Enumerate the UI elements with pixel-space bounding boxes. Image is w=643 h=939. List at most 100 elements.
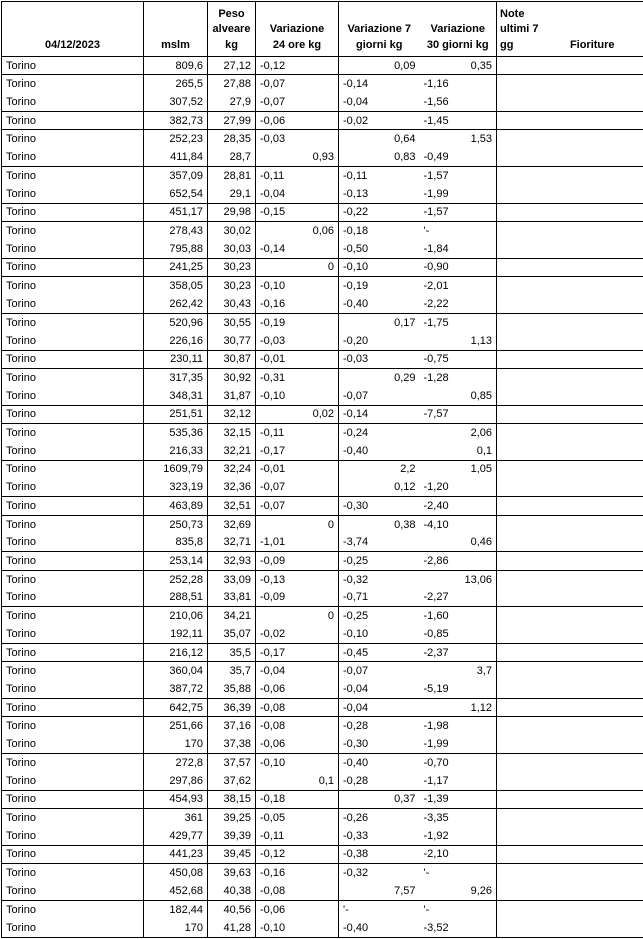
column-header-variazione-7-giorni[interactable]: Variazione 7 giorni kg [338, 1, 420, 57]
cell-variazione-24-ore[interactable]: 0,1 [255, 771, 339, 791]
cell-peso-alveare[interactable]: 32,24 [207, 460, 256, 479]
cell-variazione-7-giorni[interactable]: -0,26 [343, 812, 369, 825]
cell-variazione-24-ore[interactable]: -0,01 [255, 350, 339, 369]
cell-variazione-30-giorni[interactable]: -1,92 [419, 826, 497, 846]
cell-variazione-30-giorni[interactable]: -1,20 [419, 478, 497, 498]
cell-location[interactable]: Torino [1, 460, 144, 479]
cell-variazione-24-ore[interactable]: -0,10 [255, 753, 339, 772]
cell-fioriture[interactable] [541, 93, 643, 113]
cell-variazione-30-giorni[interactable]: -1,45 [419, 111, 497, 131]
cell-location[interactable]: Torino [1, 808, 144, 827]
cell-peso-alveare[interactable]: 32,69 [207, 515, 256, 534]
cell-variazione-30-giorni[interactable]: -1,98 [419, 716, 497, 736]
cell-variazione-24-ore[interactable]: -0,09 [255, 588, 339, 608]
cell-location[interactable]: Torino [1, 294, 144, 314]
cell-mslm[interactable]: 252,23 [143, 129, 208, 149]
cell-mslm[interactable]: 265,5 [143, 74, 208, 94]
cell-variazione-30-giorni[interactable]: -1,56 [419, 93, 497, 113]
cell-mslm[interactable]: 361 [143, 808, 208, 827]
cell-variazione-24-ore[interactable]: -0,11 [255, 826, 339, 846]
cell-variazione-30-giorni[interactable]: -1,17 [419, 771, 497, 791]
cell-variazione-30-giorni[interactable]: -1,16 [419, 74, 497, 94]
cell-variazione-30-giorni[interactable]: -1,57 [419, 203, 497, 223]
cell-peso-alveare[interactable]: 32,93 [207, 551, 256, 571]
cell-mslm[interactable]: 262,42 [143, 294, 208, 314]
cell-location[interactable]: Torino [1, 184, 144, 204]
cell-mslm[interactable]: 387,72 [143, 680, 208, 700]
cell-variazione-24-ore[interactable]: -0,07 [255, 478, 339, 498]
cell-variazione-24-ore[interactable]: -0,31 [255, 368, 339, 387]
cell-variazione-30-giorni[interactable]: -0,90 [419, 258, 497, 278]
cell-mslm[interactable]: 226,16 [143, 331, 208, 351]
cell-fioriture[interactable] [541, 790, 643, 810]
cell-variazione-24-ore[interactable]: -0,16 [255, 863, 339, 882]
cell-variazione-7-giorni[interactable]: -0,04 [338, 93, 420, 113]
cell-mslm[interactable]: 253,14 [143, 551, 208, 571]
cell-variazione-24-ore[interactable]: -0,12 [255, 845, 339, 865]
cell-peso-alveare[interactable]: 30,55 [207, 313, 256, 332]
cell-note[interactable] [497, 809, 542, 827]
cell-note[interactable] [497, 130, 542, 148]
cell-mslm[interactable]: 182,44 [143, 900, 208, 919]
cell-mslm[interactable]: 642,75 [143, 698, 208, 718]
cell-peso-alveare[interactable]: 30,23 [207, 276, 256, 295]
cell-note[interactable] [497, 368, 542, 386]
cell-variazione-30-giorni[interactable]: -7,57 [419, 405, 497, 424]
cell-note[interactable] [496, 533, 542, 553]
cell-peso-alveare[interactable]: 37,57 [207, 753, 256, 772]
cell-fioriture[interactable] [542, 75, 643, 93]
cell-variazione-30-giorni[interactable]: 1,05 [419, 460, 497, 479]
cell-mslm[interactable]: 251,51 [143, 405, 208, 424]
cell-note[interactable] [497, 277, 542, 295]
cell-mslm[interactable]: 450,08 [143, 863, 208, 882]
cell-variazione-30-giorni[interactable]: 0,1 [419, 441, 497, 461]
cell-fioriture[interactable] [541, 239, 643, 259]
cell-note[interactable] [497, 607, 542, 625]
cell-variazione-7-giorni[interactable]: -0,24 [343, 426, 369, 439]
cell-fioriture[interactable] [542, 515, 643, 533]
cell-variazione-7-giorni[interactable]: -0,40 [338, 294, 420, 314]
cell-variazione-7-giorni[interactable]: '- [343, 903, 349, 916]
cell-mslm[interactable]: 288,51 [143, 588, 208, 608]
cell-location[interactable]: Torino [1, 606, 144, 626]
cell-variazione-30-giorni[interactable]: -2,37 [419, 643, 497, 663]
cell-location[interactable]: Torino [1, 405, 144, 424]
cell-peso-alveare[interactable]: 32,21 [207, 441, 256, 461]
column-header-variazione-24-ore[interactable]: Variazione 24 ore kg [255, 1, 339, 57]
cell-note[interactable] [496, 258, 542, 278]
cell-mslm[interactable]: 241,25 [143, 258, 208, 278]
cell-variazione-30-giorni[interactable]: 1,12 [419, 698, 497, 718]
cell-mslm[interactable]: 429,77 [143, 826, 208, 846]
cell-note[interactable] [497, 515, 542, 533]
cell-note[interactable] [496, 331, 542, 351]
cell-fioriture[interactable] [541, 845, 643, 865]
cell-location[interactable]: Torino [1, 111, 144, 131]
cell-peso-alveare[interactable]: 32,36 [207, 478, 256, 498]
cell-variazione-24-ore[interactable]: -0,15 [255, 203, 339, 223]
cell-peso-alveare[interactable]: 32,12 [207, 405, 256, 424]
cell-peso-alveare[interactable]: 28,7 [207, 148, 256, 168]
cell-peso-alveare[interactable]: 40,56 [207, 900, 256, 919]
cell-fioriture[interactable] [541, 478, 643, 498]
cell-location[interactable]: Torino [1, 588, 144, 608]
cell-variazione-30-giorni[interactable]: -1,75 [419, 313, 497, 332]
cell-note[interactable] [496, 93, 542, 113]
cell-variazione-30-giorni[interactable]: 0,85 [419, 386, 497, 406]
cell-peso-alveare[interactable]: 34,21 [207, 606, 256, 626]
cell-peso-alveare[interactable]: 27,9 [207, 93, 256, 113]
cell-variazione-24-ore[interactable]: 0,06 [255, 221, 339, 240]
cell-fioriture[interactable] [542, 423, 643, 441]
cell-variazione-7-giorni[interactable]: -0,28 [343, 720, 369, 733]
cell-variazione-30-giorni[interactable]: -1,99 [419, 735, 497, 755]
cell-variazione-30-giorni[interactable]: -3,35 [419, 808, 497, 827]
cell-fioriture[interactable] [542, 167, 643, 185]
cell-variazione-7-giorni[interactable]: 0,09 [338, 56, 420, 76]
cell-location[interactable]: Torino [1, 166, 144, 185]
cell-fioriture[interactable] [541, 826, 643, 846]
cell-mslm[interactable]: 251,66 [143, 716, 208, 736]
cell-variazione-30-giorni[interactable]: '- [419, 863, 497, 882]
cell-note[interactable] [496, 680, 542, 700]
cell-peso-alveare[interactable]: 41,28 [207, 918, 256, 938]
cell-location[interactable]: Torino [1, 900, 144, 919]
cell-fioriture[interactable] [541, 184, 643, 204]
